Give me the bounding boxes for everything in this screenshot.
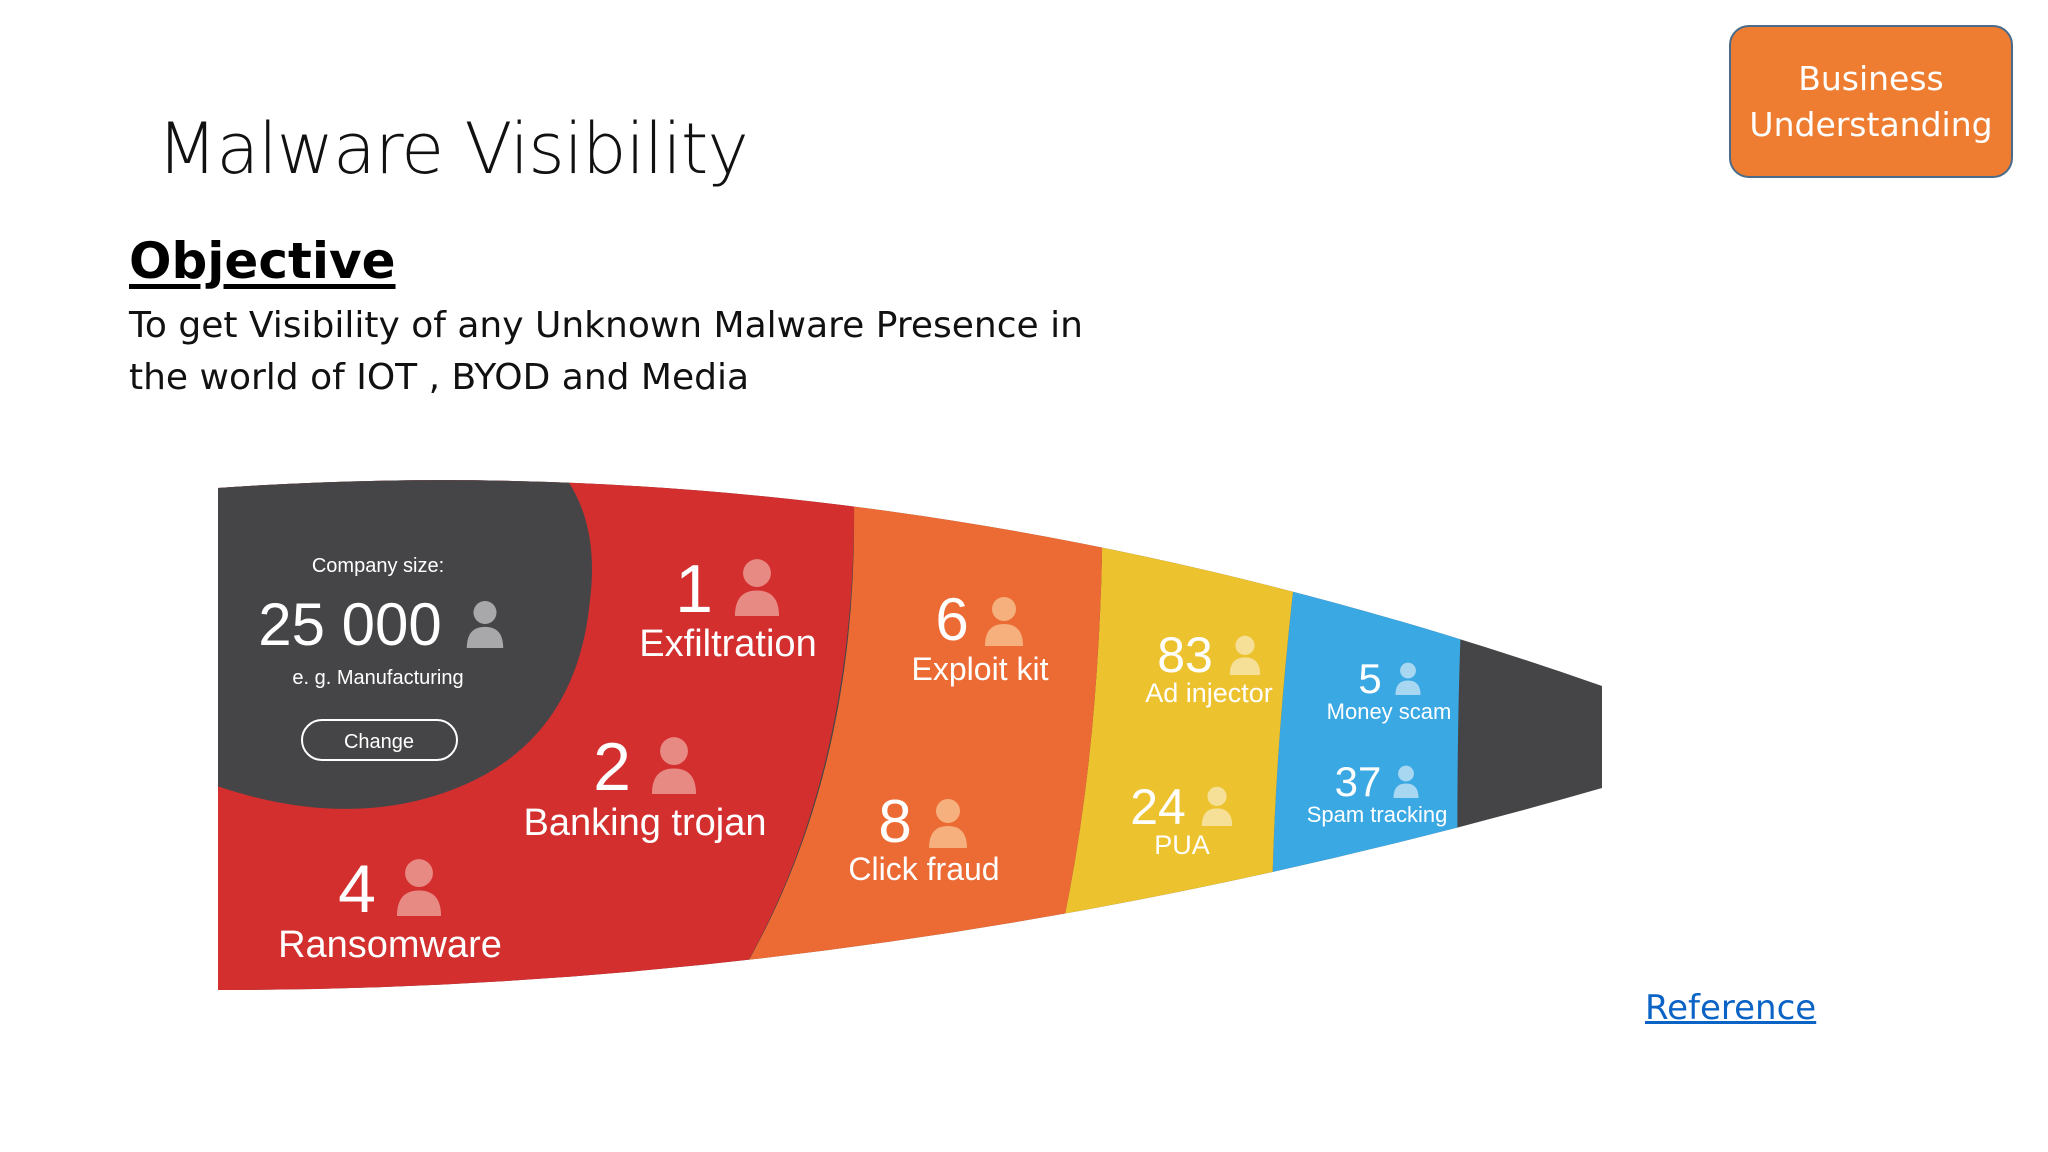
- company-size-label: Company size:: [312, 555, 444, 577]
- segment-label: Banking trojan: [524, 802, 767, 844]
- badge-line-1: Business: [1798, 58, 1944, 98]
- business-understanding-badge[interactable]: Business Understanding: [1729, 25, 2013, 178]
- badge-line-2: Understanding: [1749, 104, 1993, 144]
- segment-orange: [690, 480, 1103, 990]
- reference-link[interactable]: Reference: [1645, 988, 1817, 1028]
- company-size-value: 25 000: [258, 591, 442, 658]
- segment-label: PUA: [1154, 830, 1210, 860]
- segment-count: 8: [878, 788, 911, 855]
- segment-label: Spam tracking: [1307, 802, 1448, 827]
- segment-count: 5: [1358, 655, 1381, 702]
- segment-count: 6: [935, 586, 968, 653]
- company-example: e. g. Manufacturing: [292, 667, 463, 689]
- segment-count: 24: [1130, 779, 1186, 835]
- segment-count: 37: [1335, 758, 1382, 805]
- segment-count: 83: [1157, 627, 1213, 683]
- segment-label: Money scam: [1327, 699, 1452, 724]
- slide-title: Malware Visibility: [157, 108, 749, 190]
- segment-dark-head: [218, 480, 592, 809]
- objective-text: To get Visibility of any Unknown Malware…: [129, 300, 1109, 404]
- segment-label: Exploit kit: [912, 651, 1049, 687]
- objective-line-2: the world of IOT , BYOD and Media: [129, 357, 750, 398]
- segment-label: Ad injector: [1145, 678, 1273, 708]
- change-button-label: Change: [344, 731, 414, 753]
- change-button[interactable]: Change: [301, 719, 458, 761]
- segment-label: Exfiltration: [639, 623, 816, 665]
- segment-label: Ransomware: [278, 924, 502, 966]
- segment-count: 2: [593, 729, 631, 805]
- segment-label: Click fraud: [848, 851, 999, 887]
- segment-count: 4: [338, 851, 376, 927]
- segment-blue: [1271, 480, 1478, 990]
- objective-heading: Objective: [129, 232, 396, 290]
- objective-line-1: To get Visibility of any Unknown Malware…: [129, 305, 1083, 346]
- segment-count: 1: [675, 551, 713, 627]
